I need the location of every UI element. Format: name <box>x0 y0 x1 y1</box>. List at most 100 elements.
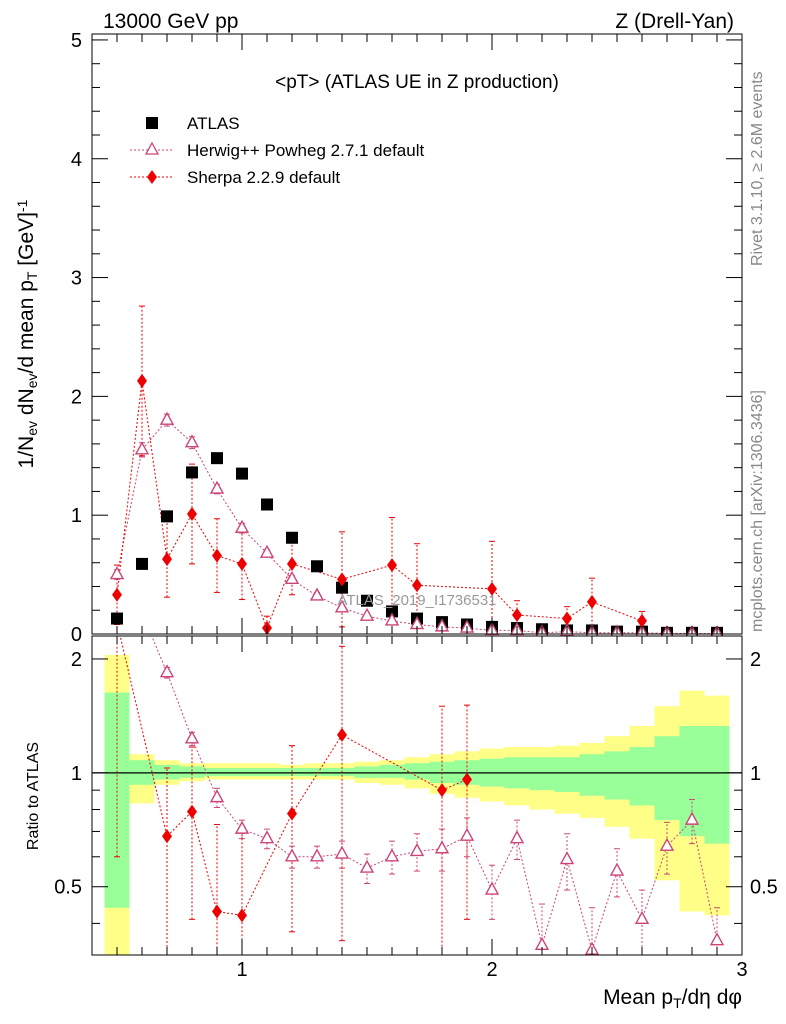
axis-label-text: [GeV] <box>15 212 38 272</box>
herwig-ratio-line <box>151 636 718 952</box>
band-inner-bin <box>179 766 205 778</box>
herwig-ratio-point <box>509 830 525 844</box>
herwig-main-point <box>109 566 125 580</box>
band-inner-bin <box>704 725 730 844</box>
sherpa-ratio-line <box>119 636 468 916</box>
herwig-ratio-point <box>159 664 175 678</box>
legend: ATLAS Herwig++ Powheg 2.7.1 default Sher… <box>130 114 424 187</box>
sherpa-ratio-point <box>337 727 347 742</box>
sherpa-main-point <box>562 611 572 626</box>
sherpa-ratio-point <box>437 783 447 798</box>
atlas-data-point <box>386 605 398 618</box>
x-axis-label: Mean pT/dη dφ <box>603 986 742 1011</box>
main-panel-frame <box>91 33 743 635</box>
axis-label-subscript: T <box>24 271 40 280</box>
plot-title-text: <pT> (ATLAS UE in Z production) <box>275 72 559 93</box>
sherpa-main-point <box>137 373 147 388</box>
sherpa-main-point <box>587 594 597 609</box>
sherpa-ratio-point <box>237 908 247 923</box>
sherpa-main-point <box>237 556 247 571</box>
herwig-ratio-point <box>659 837 675 851</box>
herwig-main-point <box>159 411 175 425</box>
herwig-ratio-point <box>434 840 450 854</box>
herwig-ratio-point <box>684 811 700 825</box>
axis-label-subscript: ev <box>24 373 40 388</box>
ratio-y-tick-label: 2 <box>71 649 82 671</box>
sherpa-main-point <box>412 578 422 593</box>
atlas-data-point <box>211 452 223 465</box>
sherpa-main-point <box>212 548 222 563</box>
ratio-panel-frame <box>91 635 743 956</box>
main-y-tick-label: 5 <box>71 30 82 52</box>
atlas-data-point <box>261 498 273 511</box>
band-inner-bin <box>379 764 405 778</box>
legend-sherpa-marker <box>147 170 157 184</box>
x-tick-label: 3 <box>736 959 747 981</box>
herwig-ratio-point <box>259 830 275 844</box>
axis-label-subscript: T <box>673 995 682 1011</box>
herwig-main-point <box>209 480 225 494</box>
band-inner-bin <box>204 767 230 777</box>
band-inner-bin <box>304 767 330 777</box>
ratio-y-tick-label-right: 2 <box>750 649 761 671</box>
band-inner-bin <box>554 757 580 792</box>
herwig-ratio-point <box>409 842 425 857</box>
band-inner-bin <box>254 767 280 777</box>
atlas-data-point <box>336 581 348 594</box>
herwig-ratio-point <box>334 845 350 859</box>
main-panel-background <box>92 34 742 634</box>
ratio-panel: 0.5 0.5 1 1 2 2 1 2 3 <box>54 635 778 981</box>
herwig-main-point <box>184 434 200 448</box>
main-y-tick-label: 0 <box>71 624 82 646</box>
band-inner-bin <box>654 736 680 821</box>
atlas-data-point <box>111 612 123 625</box>
herwig-main-point <box>309 587 325 601</box>
sherpa-main-point <box>112 587 122 602</box>
herwig-ratio-point <box>484 881 500 895</box>
herwig-main-point <box>334 599 350 613</box>
herwig-ratio-point <box>609 862 625 876</box>
ratio-y-tick-label: 0.5 <box>54 877 82 899</box>
atlas-data-point <box>311 560 323 573</box>
x-tick-label: 1 <box>236 959 247 981</box>
watermark: ATLAS_2019_I1736531 <box>337 592 496 609</box>
band-inner-bin <box>279 767 305 777</box>
sherpa-main-point <box>337 572 347 587</box>
sherpa-main-point <box>187 507 197 521</box>
axis-label-text: dN <box>15 388 38 421</box>
herwig-ratio-point <box>559 851 575 865</box>
sherpa-main-point <box>387 558 397 573</box>
sherpa-main-point <box>637 613 647 628</box>
herwig-ratio-point <box>234 820 250 834</box>
x-tick-label: 2 <box>486 959 497 981</box>
mcplots-label: mcplots.cern.ch [arXiv:1306.3436] <box>749 390 766 632</box>
band-inner-bin <box>529 757 555 791</box>
herwig-main-point <box>134 441 150 455</box>
legend-entry-herwig: Herwig++ Powheg 2.7.1 default <box>130 141 424 160</box>
herwig-ratio-point <box>634 910 650 925</box>
band-inner-bin <box>154 764 180 780</box>
band-inner-bin <box>354 766 380 778</box>
header-left: 13000 GeV pp <box>103 10 238 33</box>
herwig-main-point <box>284 570 300 585</box>
sherpa-ratio-point <box>462 772 472 787</box>
ratio-y-tick-label-right: 1 <box>750 763 761 785</box>
legend-herwig-marker <box>144 141 160 155</box>
band-inner-bin <box>579 754 605 796</box>
sherpa-ratio-point <box>212 904 222 919</box>
main-y-tick-label: 4 <box>71 149 82 171</box>
atlas-data-point <box>236 467 248 480</box>
herwig-ratio-point <box>309 848 325 862</box>
header-right: Z (Drell-Yan) <box>615 10 734 33</box>
axis-label-subscript: ev <box>24 421 40 436</box>
herwig-ratio-point <box>209 789 225 803</box>
ratio-y-tick-label-right: 0.5 <box>750 877 778 899</box>
herwig-ratio-point <box>459 827 475 841</box>
herwig-ratio-point <box>284 848 300 862</box>
legend-entry-atlas: ATLAS <box>146 114 240 133</box>
sherpa-main-point <box>512 607 522 622</box>
herwig-ratio-point <box>709 932 725 946</box>
band-inner-bin <box>629 747 655 806</box>
axis-label-superscript: -1 <box>14 199 30 212</box>
